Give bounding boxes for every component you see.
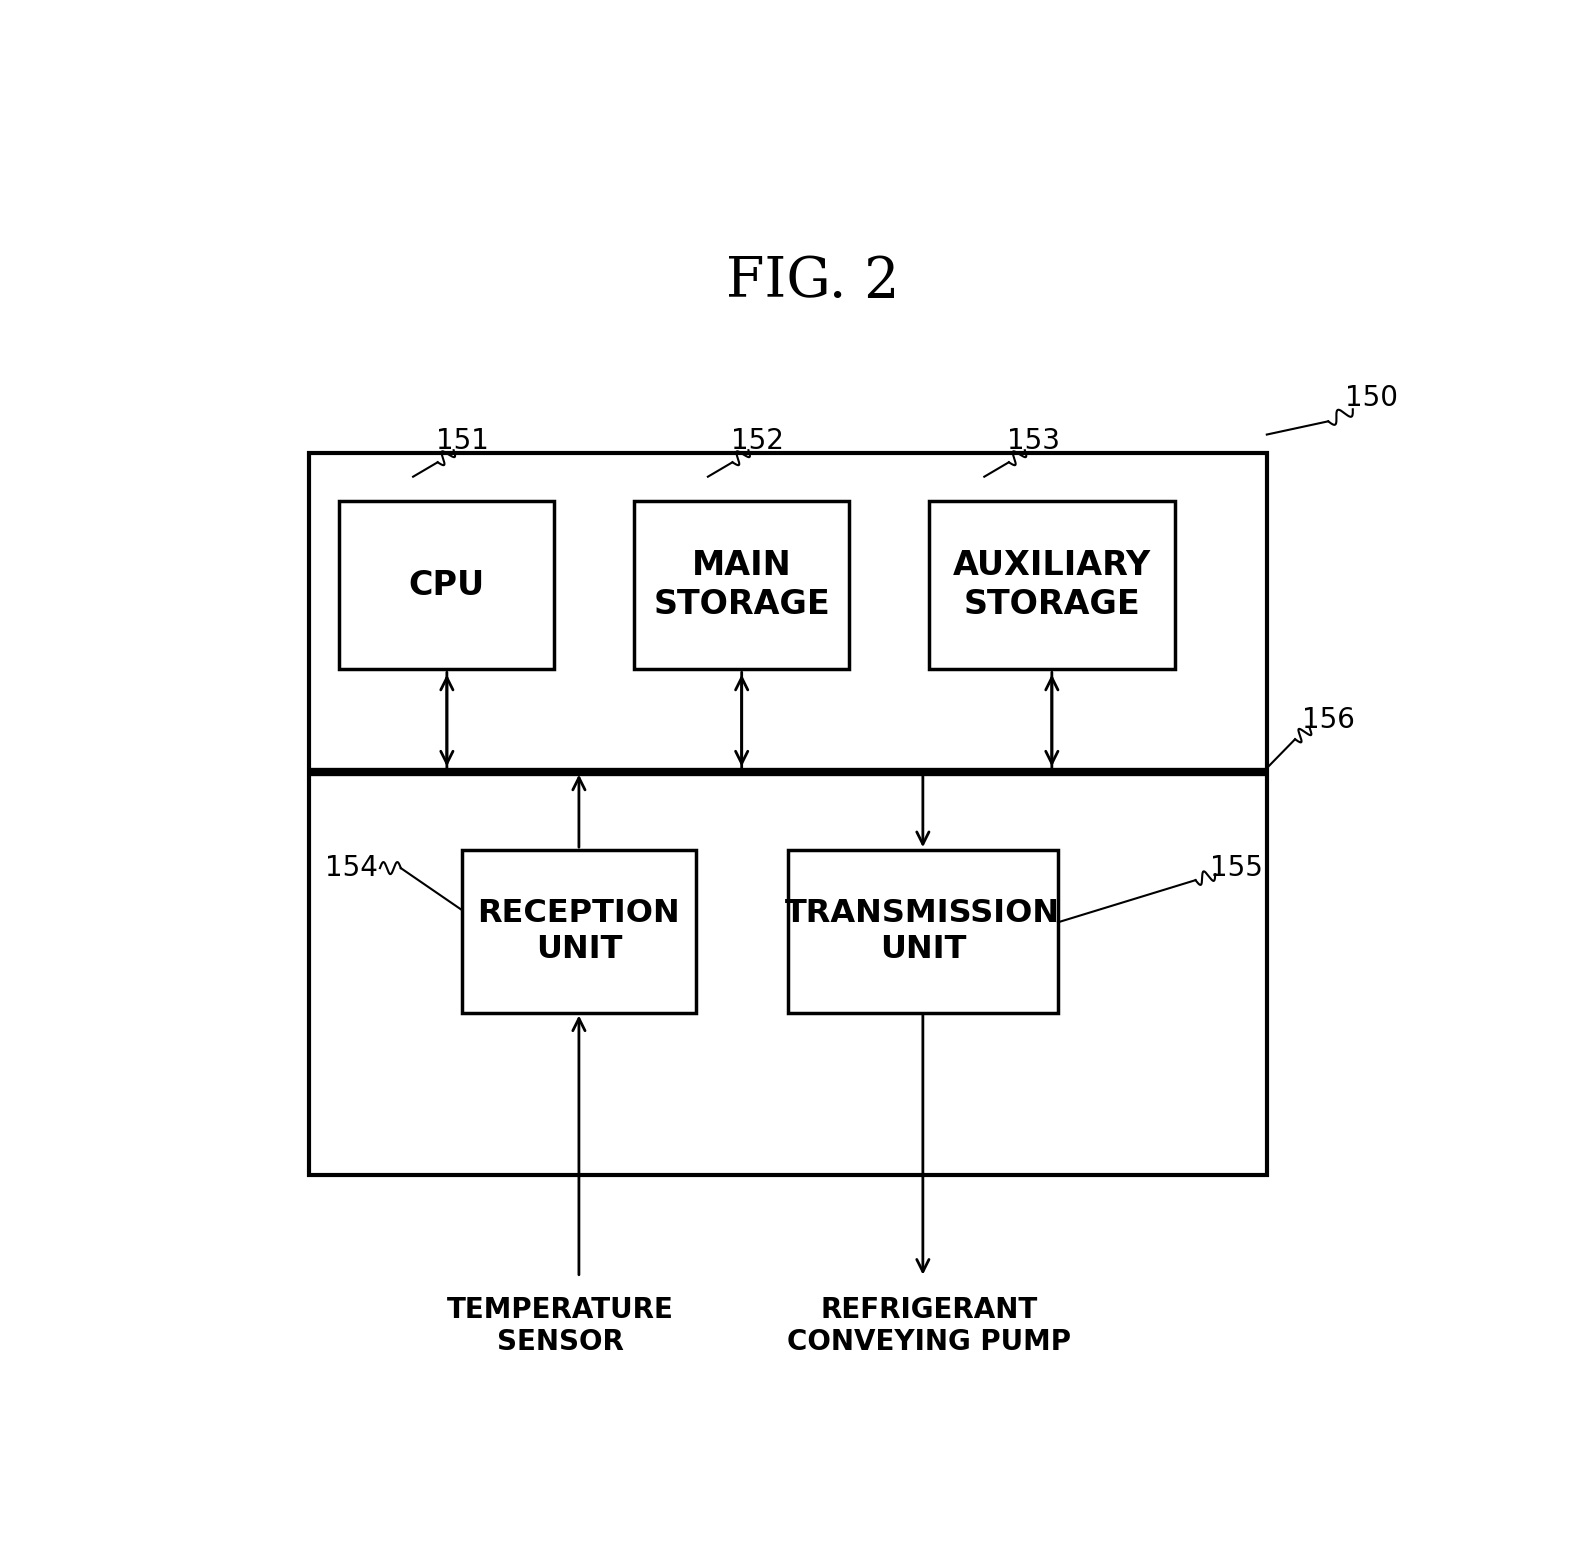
Text: MAIN
STORAGE: MAIN STORAGE [653, 549, 831, 621]
Text: RECEPTION
UNIT: RECEPTION UNIT [477, 898, 680, 965]
Text: TRANSMISSION
UNIT: TRANSMISSION UNIT [785, 898, 1060, 965]
Bar [309, 452, 1266, 1175]
Bar [339, 500, 555, 669]
Text: CPU: CPU [409, 569, 485, 602]
Bar [929, 500, 1174, 669]
Bar [634, 500, 850, 669]
Text: 154: 154 [325, 854, 379, 882]
Text: TEMPERATURE
SENSOR: TEMPERATURE SENSOR [447, 1295, 674, 1356]
Bar [788, 851, 1059, 1012]
Text: 153: 153 [1006, 427, 1060, 455]
Text: FIG. 2: FIG. 2 [726, 253, 899, 308]
Bar [463, 851, 696, 1012]
Text: 150: 150 [1344, 385, 1398, 413]
Text: 156: 156 [1301, 705, 1355, 734]
Text: 155: 155 [1209, 854, 1263, 882]
Text: 151: 151 [436, 427, 488, 455]
Text: AUXILIARY
STORAGE: AUXILIARY STORAGE [953, 549, 1151, 621]
Text: 152: 152 [731, 427, 783, 455]
Text: REFRIGERANT
CONVEYING PUMP: REFRIGERANT CONVEYING PUMP [788, 1295, 1071, 1356]
